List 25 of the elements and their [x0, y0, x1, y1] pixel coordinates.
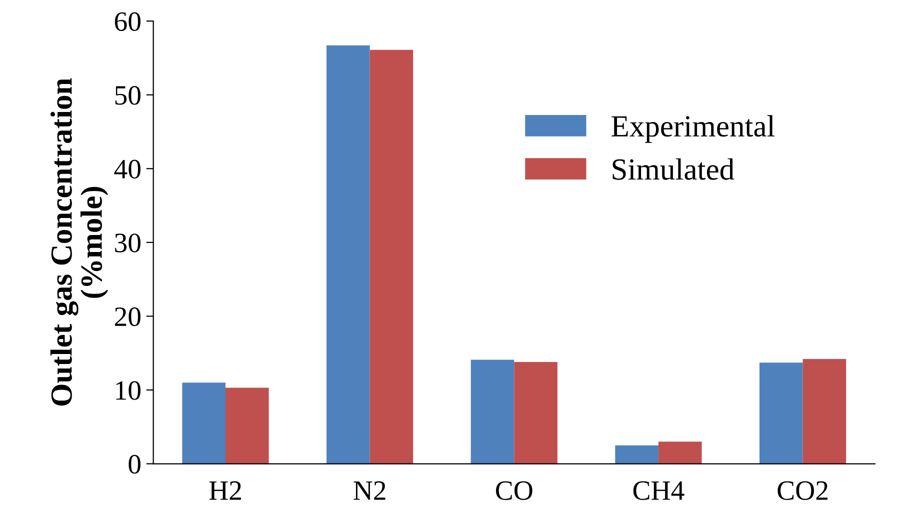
bar: [802, 358, 846, 464]
x-tick-label: CO2: [778, 481, 828, 500]
y-tick-label: 0: [128, 454, 140, 474]
y-axis-title: Outlet gas Concentration (%mole): [50, 78, 108, 406]
bar: [759, 362, 803, 464]
x-tick-label: CO: [496, 481, 532, 500]
legend-label: Experimental: [612, 115, 775, 143]
y-tick-label: 40: [114, 160, 140, 179]
bar: [182, 382, 226, 464]
bar: [326, 45, 370, 464]
bar: [615, 445, 658, 464]
y-tick-label: 30: [115, 234, 140, 252]
bar: [514, 362, 558, 464]
x-tick-label: H2: [209, 481, 241, 500]
x-tick-label: CH4: [633, 481, 684, 500]
legend-label: Simulated: [612, 158, 734, 180]
bar: [658, 442, 702, 464]
y-tick-label: 10: [116, 381, 140, 400]
y-tick-label: 60: [114, 12, 140, 31]
bar: [470, 360, 514, 464]
bar: [370, 50, 414, 464]
y-tick-label: 50: [115, 86, 140, 105]
y-tick-label: 20: [114, 307, 140, 326]
x-tick-label: N2: [354, 481, 386, 500]
bar: [226, 388, 269, 464]
